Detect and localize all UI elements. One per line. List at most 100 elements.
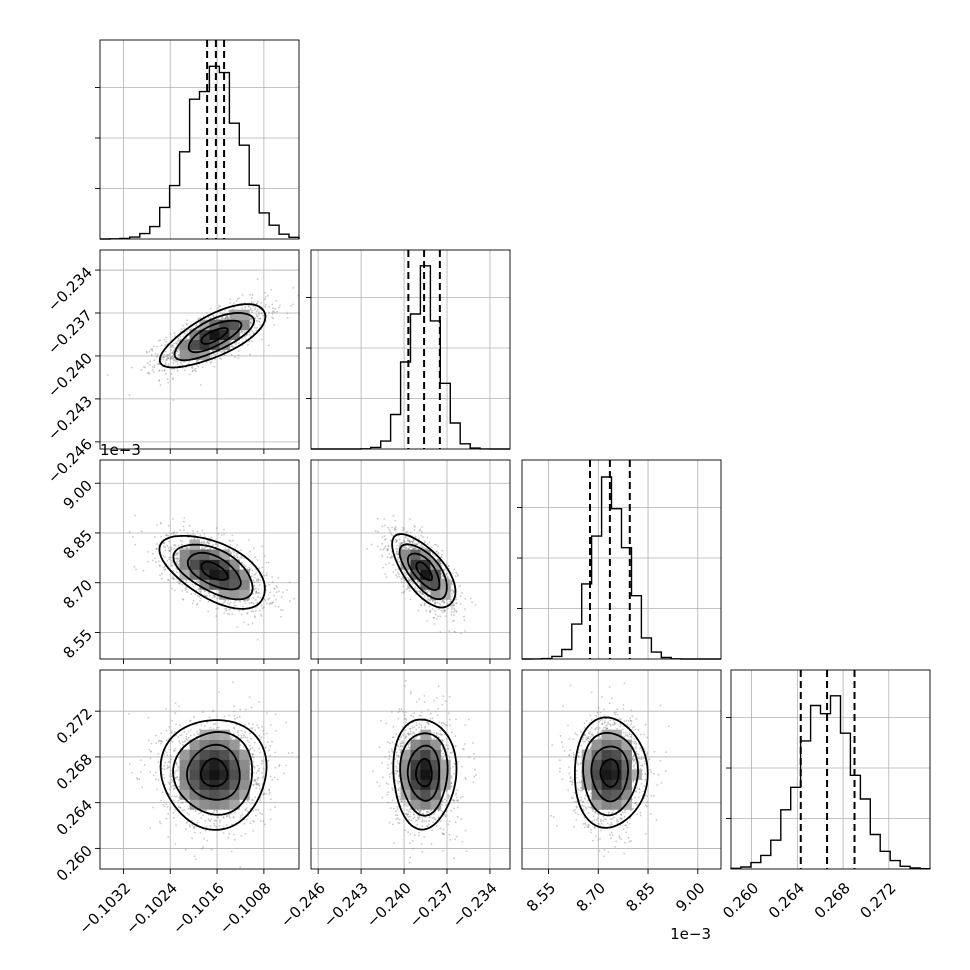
sample-point	[232, 539, 234, 542]
sample-point	[421, 592, 423, 595]
sample-point	[240, 549, 243, 552]
sample-point	[460, 632, 462, 635]
sample-point	[176, 559, 179, 561]
sample-point	[240, 329, 243, 332]
sample-point	[172, 357, 175, 359]
sample-point	[194, 593, 197, 595]
sample-point	[216, 543, 219, 546]
sample-point	[266, 602, 268, 605]
sample-point	[381, 555, 384, 558]
sample-point	[203, 547, 206, 550]
sample-point	[154, 557, 157, 560]
panel-frame	[730, 669, 931, 870]
sample-point	[172, 518, 174, 520]
sample-point	[451, 620, 454, 623]
sample-point	[157, 363, 160, 366]
sample-point	[217, 307, 220, 309]
sample-point	[397, 556, 400, 559]
sample-point	[209, 547, 211, 550]
sample-point	[170, 349, 172, 351]
sample-point	[261, 607, 264, 609]
sample-point	[259, 317, 262, 320]
sample-point	[412, 538, 415, 541]
sample-point	[423, 594, 426, 597]
sample-point	[234, 356, 236, 359]
sample-point	[172, 378, 174, 381]
sample-point	[237, 357, 240, 359]
sample-point	[426, 620, 429, 622]
density-cell	[430, 579, 441, 590]
sample-point	[401, 547, 404, 550]
sample-point	[261, 566, 264, 569]
sample-point	[449, 600, 451, 603]
sample-point	[235, 554, 238, 556]
sample-point	[171, 719, 174, 722]
density-cell	[239, 319, 250, 331]
sample-point	[233, 602, 236, 604]
contour-level-0	[200, 560, 229, 581]
sample-point	[209, 540, 211, 543]
sample-point	[247, 623, 250, 626]
sample-point	[240, 556, 243, 559]
sample-point	[161, 767, 164, 770]
sample-point	[250, 575, 253, 578]
scatter-panel-1-2	[310, 459, 511, 664]
sample-point	[274, 307, 276, 310]
sample-point	[439, 603, 442, 606]
sample-point	[440, 556, 443, 559]
sample-point	[228, 539, 231, 542]
sample-point	[181, 583, 184, 586]
sample-point	[420, 535, 423, 537]
sample-point	[407, 584, 409, 587]
sample-point	[249, 321, 252, 324]
sample-point	[142, 569, 145, 572]
sample-point	[178, 565, 180, 567]
sample-point	[250, 317, 253, 320]
sample-point	[223, 528, 225, 531]
sample-point	[257, 300, 259, 303]
sample-point	[215, 615, 218, 618]
sample-point	[412, 548, 415, 550]
sample-point	[386, 548, 388, 550]
sample-point	[175, 557, 178, 560]
sample-point	[213, 594, 216, 596]
sample-point	[135, 568, 138, 571]
sample-point	[172, 788, 175, 791]
sample-point	[290, 305, 292, 307]
sample-point	[224, 547, 227, 549]
sample-point	[395, 539, 398, 542]
sample-point	[269, 602, 272, 605]
sample-point	[254, 308, 256, 310]
sample-point	[409, 531, 412, 534]
sample-point	[275, 591, 278, 593]
sample-point	[161, 572, 163, 575]
sample-point	[411, 542, 414, 545]
sample-point	[428, 541, 431, 544]
sample-point	[167, 363, 170, 365]
sample-point	[408, 539, 411, 542]
sample-point	[253, 576, 256, 579]
sample-point	[384, 573, 387, 575]
sample-point	[260, 613, 262, 616]
sample-point	[163, 356, 165, 359]
contour-level-3	[158, 535, 266, 610]
sample-point	[417, 609, 420, 612]
sample-point	[452, 591, 455, 594]
sample-point	[454, 575, 457, 578]
sample-point	[162, 542, 165, 545]
sample-point	[395, 541, 398, 543]
sample-point	[236, 556, 239, 559]
sample-point	[174, 795, 177, 798]
sample-point	[171, 368, 173, 370]
sample-point	[184, 587, 187, 590]
sample-point	[248, 602, 251, 604]
sample-point	[167, 353, 169, 356]
sample-point	[181, 363, 184, 366]
sample-point	[176, 360, 179, 363]
sample-point	[169, 356, 172, 359]
sample-point	[386, 549, 389, 552]
sample-point	[151, 552, 154, 555]
sample-point	[214, 353, 217, 356]
sample-point	[286, 317, 289, 319]
sample-point	[255, 578, 258, 581]
